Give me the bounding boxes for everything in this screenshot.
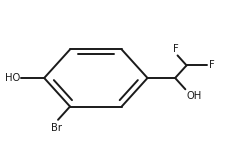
Text: OH: OH — [186, 91, 202, 101]
Text: F: F — [173, 44, 179, 54]
Text: Br: Br — [51, 123, 62, 133]
Text: F: F — [209, 60, 215, 70]
Text: HO: HO — [5, 73, 20, 83]
